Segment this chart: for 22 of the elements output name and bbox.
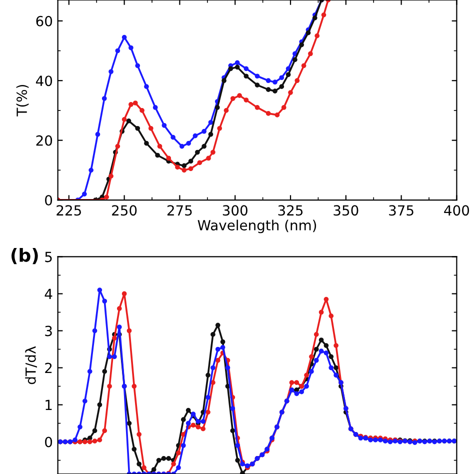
x-axis-title: Wavelength (nm) — [198, 220, 316, 234]
y-tick-label: 20 — [36, 135, 52, 146]
x-tick-label: 275 — [167, 205, 192, 216]
y-tick-label: 40 — [36, 76, 52, 86]
y-tick-label: 0 — [45, 194, 52, 206]
y-axis-title: dT/dλ — [25, 346, 37, 384]
y-tick-label: 60 — [36, 16, 52, 26]
y-axis-title: T(%) — [16, 84, 29, 116]
x-tick-label: 325 — [278, 205, 303, 216]
y-tick-label: 0 — [45, 436, 52, 448]
text: (b) — [12, 248, 38, 264]
y-tick-label: 5 — [45, 252, 52, 262]
x-tick-label: 300 — [222, 205, 248, 216]
x-tick-label: 225 — [56, 205, 81, 216]
x-tick-label: 375 — [389, 205, 414, 216]
x-tick-label: 350 — [334, 205, 358, 216]
x-tick-label: 400 — [444, 205, 470, 216]
y-tick-label: 3 — [45, 326, 52, 336]
y-tick-label: 1 — [46, 400, 52, 410]
y-tick-label: 4 — [44, 288, 52, 300]
x-tick-label: 250 — [112, 205, 137, 216]
y-tick-label: 2 — [45, 362, 52, 374]
